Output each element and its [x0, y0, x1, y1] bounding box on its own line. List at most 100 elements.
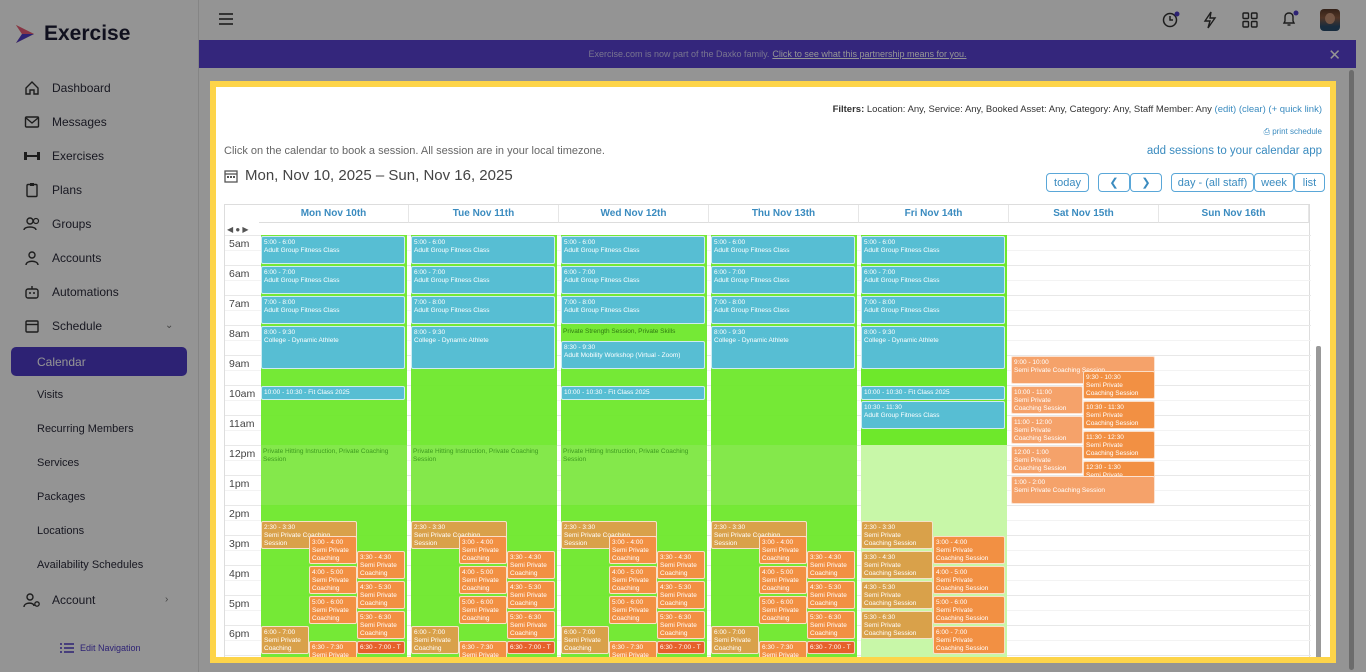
prev-week-button[interactable]: ❮ — [1098, 173, 1130, 192]
page-scrollbar[interactable] — [1349, 70, 1354, 670]
filters-clear-link[interactable]: (clear) — [1238, 104, 1266, 115]
calendar-event[interactable]: 6:00 - 7:00 Adult Group Fitness Class — [861, 266, 1005, 294]
week-nav-arrows[interactable]: ◀ ● ▶ — [227, 225, 249, 234]
day-header[interactable]: Wed Nov 12th — [559, 205, 709, 223]
chevron-right-icon[interactable]: › — [165, 594, 169, 605]
calendar-event[interactable]: 8:00 - 9:30 College - Dynamic Athlete — [861, 326, 1005, 369]
fit-class-event[interactable]: 10:00 - 10:30 - Fit Class 2025 — [261, 386, 405, 400]
calendar-event[interactable]: 7:00 - 8:00 Adult Group Fitness Class — [411, 296, 555, 324]
nav-automations[interactable]: Automations — [22, 280, 192, 304]
day-header[interactable]: Sun Nov 16th — [1159, 205, 1309, 223]
calendar-event[interactable]: 6:30 - 7:00 - T — [357, 641, 405, 654]
calendar-event[interactable]: 11:00 - 12:00 Semi Private Coaching Sessi… — [1011, 416, 1083, 444]
calendar-grid[interactable]: ◀ ● ▶ Mon Nov 10th Tue Nov 11th Wed Nov 12t… — [224, 204, 1311, 657]
calendar-event[interactable]: 8:00 - 9:30 College - Dynamic Athlete — [711, 326, 855, 369]
calendar-event[interactable]: 5:00 - 6:00 Adult Group Fitness Class — [711, 236, 855, 264]
private-hitting-event[interactable]: Private Hitting Instruction, Private Coa… — [411, 446, 555, 472]
calendar-event[interactable]: 10:00 - 11:00 Semi Private Coaching Sessi… — [1011, 386, 1083, 414]
calendar-event[interactable]: 6:00 - 7:00 Adult Group Fitness Class — [711, 266, 855, 294]
calendar-event[interactable]: 6:30 - 7:00 - T — [507, 641, 555, 654]
nav-accounts[interactable]: Accounts — [22, 246, 192, 270]
calendar-event[interactable]: 6:30 - 7:00 - T — [657, 641, 705, 654]
banner-link[interactable]: Click to see what this partnership means… — [772, 49, 967, 59]
nav-visits[interactable]: Visits — [37, 389, 64, 401]
calendar-event[interactable]: 6:30 - 7:00 - T — [807, 641, 855, 654]
lightning-icon[interactable] — [1202, 11, 1218, 29]
apps-grid-icon[interactable] — [1242, 12, 1258, 28]
close-icon[interactable]: ✕ — [1328, 47, 1341, 64]
private-hitting-event[interactable]: Private Hitting Instruction, Private Coa… — [561, 446, 705, 472]
calendar-event[interactable]: 5:00 - 6:00 Adult Group Fitness Class — [261, 236, 405, 264]
nav-messages[interactable]: Messages — [22, 110, 192, 134]
calendar-event[interactable]: 6:00 - 7:00 Adult Group Fitness Class — [561, 266, 705, 294]
filters-edit-link[interactable]: (edit) — [1214, 104, 1237, 115]
calendar-event[interactable]: 7:00 - 8:00 Adult Group Fitness Class — [861, 296, 1005, 324]
calendar-event[interactable]: 2:30 - 3:30 Semi Private Coaching Session — [861, 521, 933, 549]
list-button[interactable]: list — [1294, 173, 1325, 192]
calendar-event[interactable]: 11:30 - 12:30 Semi Private Coaching Sessi… — [1083, 431, 1155, 459]
calendar-scrollbar[interactable] — [1316, 346, 1321, 657]
calendar-event[interactable]: 6:00 - 7:00 Adult Group Fitness Class — [411, 266, 555, 294]
day-header[interactable]: Tue Nov 11th — [409, 205, 559, 223]
calendar-event[interactable]: 7:00 - 8:00 Adult Group Fitness Class — [261, 296, 405, 324]
add-to-calendar-app-link[interactable]: add sessions to your calendar app — [1146, 145, 1322, 157]
next-week-button[interactable]: ❯ — [1130, 173, 1162, 192]
private-hitting-event[interactable]: Private Hitting Instruction, Private Coa… — [261, 446, 405, 472]
calendar-event[interactable]: 5:00 - 6:00 Adult Group Fitness Class — [561, 236, 705, 264]
nav-schedule[interactable]: Schedule — [22, 314, 192, 338]
nav-calendar[interactable]: Calendar — [11, 347, 187, 376]
day-header[interactable]: Thu Nov 13th — [709, 205, 859, 223]
chevron-down-icon[interactable]: ⌄ — [165, 320, 174, 331]
calendar-event[interactable]: 8:00 - 9:30 College - Dynamic Athlete — [411, 326, 555, 369]
week-button[interactable]: week — [1254, 173, 1294, 192]
menu-icon[interactable] — [219, 13, 233, 25]
nav-recurring-members[interactable]: Recurring Members — [37, 423, 134, 435]
nav-groups[interactable]: Groups — [22, 212, 192, 236]
private-strength-event[interactable]: Private Strength Session, Private Skills — [561, 326, 705, 340]
calendar-event[interactable]: 10:30 - 11:30 Semi Private Coaching Sessi… — [1083, 401, 1155, 429]
nav-account[interactable]: Account — [22, 588, 192, 612]
nav-availability-schedules[interactable]: Availability Schedules — [37, 559, 144, 571]
print-schedule-link[interactable]: ⎙ print schedule — [1264, 127, 1322, 137]
calendar-event[interactable]: 7:00 - 8:00 Adult Group Fitness Class — [711, 296, 855, 324]
calendar-event[interactable]: 6:00 - 7:00 Adult Group Fitness Class — [261, 266, 405, 294]
fit-class-event[interactable]: 10:00 - 10:30 - Fit Class 2025 — [561, 386, 705, 400]
fit-class-event[interactable]: 10:00 - 10:30 - Fit Class 2025 — [861, 386, 1005, 400]
calendar-event[interactable]: 7:00 - 8:00 Adult Group Fitness Class — [561, 296, 705, 324]
filters-quick-link[interactable]: (+ quick link) — [1268, 104, 1322, 115]
day-header[interactable]: Sat Nov 15th — [1009, 205, 1159, 223]
calendar-event[interactable]: 1:00 - 2:00 Semi Private Coaching Session — [1011, 476, 1155, 504]
nav-locations[interactable]: Locations — [37, 525, 85, 537]
